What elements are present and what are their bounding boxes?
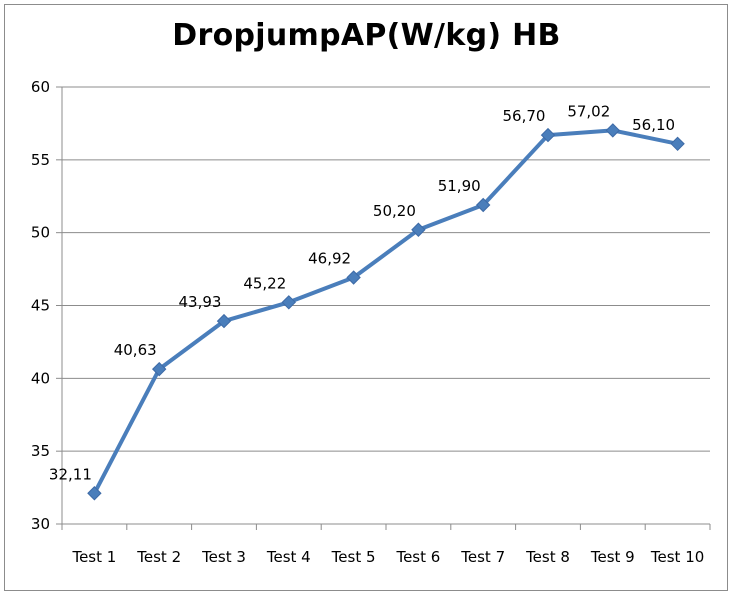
x-tick-label: Test 4 xyxy=(266,548,311,566)
x-tick-label: Test 1 xyxy=(71,548,116,566)
data-label: 57,02 xyxy=(567,102,610,120)
data-labels: 32,11 40,63 43,93 45,22 46,92 50,20 51,90 56,70… xyxy=(49,102,675,483)
chart-title: DropjumpAP(W/kg) HB xyxy=(172,18,561,53)
data-label: 56,70 xyxy=(503,107,546,125)
y-tick-label: 50 xyxy=(31,224,50,242)
x-tick-label: Test 7 xyxy=(460,548,505,566)
data-label: 40,63 xyxy=(114,341,157,359)
grid-lines xyxy=(62,86,710,452)
data-point-marker xyxy=(87,486,102,501)
data-point-marker xyxy=(216,313,232,329)
data-label: 50,20 xyxy=(373,202,416,220)
series-line xyxy=(92,128,680,496)
data-point-marker xyxy=(346,270,361,285)
x-tick-label: Test 3 xyxy=(201,548,246,566)
series-markers xyxy=(87,123,685,501)
x-tick-label: Test 8 xyxy=(525,548,570,566)
y-tick-label: 40 xyxy=(31,369,50,387)
data-point-marker xyxy=(411,222,426,237)
x-tick-label: Test 5 xyxy=(331,548,376,566)
data-point-marker xyxy=(151,361,167,377)
y-tick-label: 55 xyxy=(31,151,50,169)
x-tick-label: Test 10 xyxy=(650,548,704,566)
y-tick-labels: 30 35 40 45 50 55 60 xyxy=(31,78,50,533)
y-tick-label: 35 xyxy=(31,442,50,460)
chart-frame xyxy=(4,4,728,591)
axes xyxy=(56,86,711,530)
y-tick-label: 30 xyxy=(31,515,50,533)
y-tick-label: 45 xyxy=(31,297,50,315)
data-label: 56,10 xyxy=(632,116,675,134)
x-tick-label: Test 2 xyxy=(136,548,181,566)
x-tick-labels: Test 1 Test 2 Test 3 Test 4 Test 5 Test 6 Test… xyxy=(71,548,704,566)
data-point-marker xyxy=(281,295,297,310)
data-label: 45,22 xyxy=(243,274,286,292)
x-tick-label: Test 6 xyxy=(395,548,440,566)
data-point-marker xyxy=(540,127,556,143)
data-point-marker xyxy=(475,197,491,213)
data-point-marker xyxy=(605,123,621,138)
data-label: 46,92 xyxy=(308,250,351,268)
y-tick-label: 60 xyxy=(31,78,50,96)
data-label: 32,11 xyxy=(49,465,92,483)
data-label: 43,93 xyxy=(179,293,222,311)
x-tick-label: Test 9 xyxy=(590,548,635,566)
data-point-marker xyxy=(670,136,685,152)
data-label: 51,90 xyxy=(438,177,481,195)
series-polyline xyxy=(92,128,680,496)
